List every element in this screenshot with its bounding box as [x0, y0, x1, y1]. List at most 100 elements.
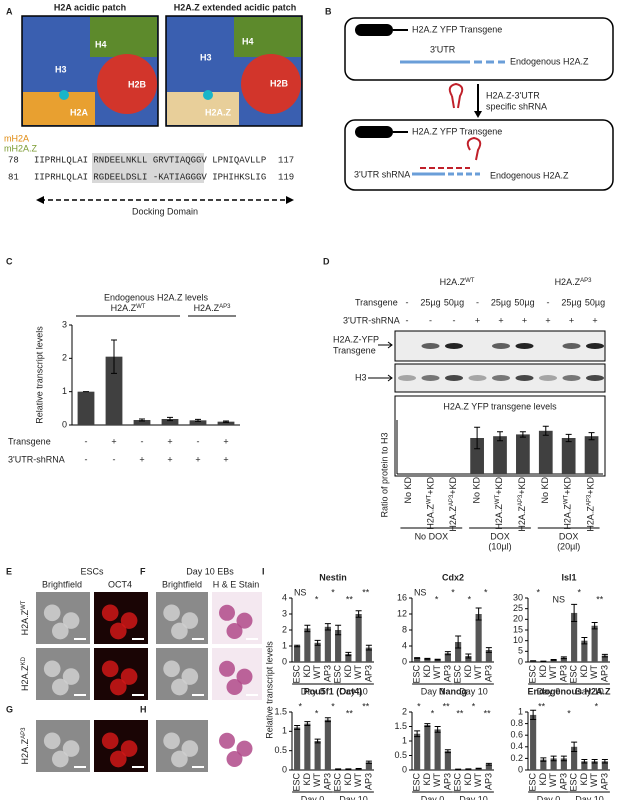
- cell-cluster: [109, 750, 127, 768]
- shrna-icon: [466, 136, 482, 161]
- bar: [530, 714, 537, 770]
- shrna-label: 3'UTR shRNA: [354, 169, 410, 179]
- label-part: H2A.Z: [517, 506, 527, 532]
- error-bar: [304, 721, 311, 727]
- cell-cluster: [51, 622, 69, 640]
- bar: [581, 761, 588, 770]
- bar: [434, 729, 441, 770]
- significance-label: *: [484, 587, 488, 597]
- significance-label: **: [346, 594, 354, 604]
- error-bar: [519, 431, 526, 438]
- image-label: H2B: [270, 78, 289, 88]
- significance-label: NS: [294, 587, 307, 597]
- bar: [571, 612, 578, 662]
- bar: [335, 630, 342, 662]
- significance-label: **: [456, 708, 464, 718]
- error-bar: [414, 730, 421, 738]
- error-bar: [455, 635, 462, 649]
- panel-letter: G: [6, 704, 13, 714]
- row-value: -: [113, 454, 116, 464]
- label-part: WT: [563, 494, 569, 504]
- structure-h2a: [23, 92, 95, 125]
- diagram-box: [344, 17, 614, 81]
- row-value: 25µg: [420, 297, 440, 307]
- error-bar: [550, 658, 557, 661]
- group-label: Day 10: [575, 686, 604, 696]
- error-bar: [560, 656, 567, 660]
- image-title: H2A acidic patch: [54, 2, 126, 12]
- label-part: +KD: [563, 477, 573, 495]
- cell-cluster: [62, 668, 80, 685]
- group-label: (10µl): [488, 541, 511, 551]
- bar: [414, 733, 421, 770]
- label-part: +KD: [586, 477, 596, 495]
- error-bar: [601, 759, 608, 764]
- step-label: specific shRNA: [486, 101, 547, 111]
- group-label: H2A.ZAP3: [555, 277, 593, 287]
- bar: [365, 647, 372, 662]
- bar: [355, 614, 362, 662]
- label-part: H2A.Z: [20, 609, 30, 635]
- significance-label: *: [595, 701, 599, 711]
- blot-band: [398, 343, 416, 349]
- significance-label: *: [472, 701, 476, 711]
- blot-band: [539, 375, 557, 381]
- cell-cluster: [101, 660, 119, 678]
- y-tick-label: 3: [282, 608, 287, 618]
- x-tick-label: AP3: [558, 773, 568, 790]
- image-label: H2A: [70, 107, 89, 117]
- error-bar: [365, 760, 372, 764]
- bar: [493, 436, 507, 474]
- x-tick-label: KD: [422, 773, 432, 786]
- x-tick-label: ESC: [412, 665, 422, 684]
- cell-cluster: [51, 678, 69, 696]
- row-value: +: [569, 315, 574, 325]
- blot-band: [539, 343, 557, 349]
- x-tick-label: AP3: [558, 665, 568, 682]
- x-tick-label: WT: [589, 665, 599, 679]
- row-value: -: [476, 297, 479, 307]
- y-tick-label: 0.4: [510, 741, 523, 751]
- significance-label: *: [435, 594, 439, 604]
- bar: [189, 420, 207, 425]
- label-part: H2A.Z: [111, 303, 137, 313]
- error-bar: [474, 426, 481, 450]
- label-part: +KD: [494, 477, 504, 495]
- x-tick-label: ESC: [292, 773, 302, 792]
- x-tick-label: H2A.ZAP3+KD: [586, 477, 596, 532]
- label-part: AP3: [449, 494, 455, 506]
- y-tick-label: 0: [518, 764, 523, 774]
- row-value: -: [406, 315, 409, 325]
- significance-label: *: [577, 587, 581, 597]
- error-bar: [324, 623, 331, 631]
- blot-band: [515, 375, 534, 381]
- x-tick-label: ESC: [569, 665, 579, 684]
- group-label: Day 10: [339, 686, 368, 696]
- panel-title: ESCs: [80, 566, 104, 576]
- sequence-name: mH2A: [4, 133, 29, 143]
- row-value: +: [522, 315, 527, 325]
- row-value: 25µg: [491, 297, 511, 307]
- utr-label: 3'UTR: [430, 44, 456, 54]
- error-bar: [591, 622, 598, 630]
- y-tick-label: 1: [402, 735, 407, 745]
- cell-cluster: [236, 612, 253, 629]
- bar: [365, 762, 372, 770]
- bar: [581, 640, 588, 662]
- significance-label: **: [346, 708, 354, 718]
- cell-cluster: [219, 660, 235, 677]
- row-label: 3'UTR-shRNA: [343, 315, 400, 325]
- blot-band: [421, 375, 440, 381]
- cell-cluster: [43, 660, 61, 678]
- error-bar: [588, 432, 595, 441]
- cell-cluster: [101, 604, 119, 622]
- x-tick-label: WT: [473, 665, 483, 679]
- y-tick-label: 15: [513, 624, 523, 634]
- label-part: H2A.Z: [440, 277, 466, 287]
- x-tick-label: KD: [463, 665, 473, 678]
- structure-patch: [203, 90, 213, 100]
- x-tick-label: No KD: [403, 477, 413, 504]
- significance-label: *: [331, 701, 335, 711]
- error-bar: [355, 610, 362, 618]
- error-bar: [365, 644, 372, 651]
